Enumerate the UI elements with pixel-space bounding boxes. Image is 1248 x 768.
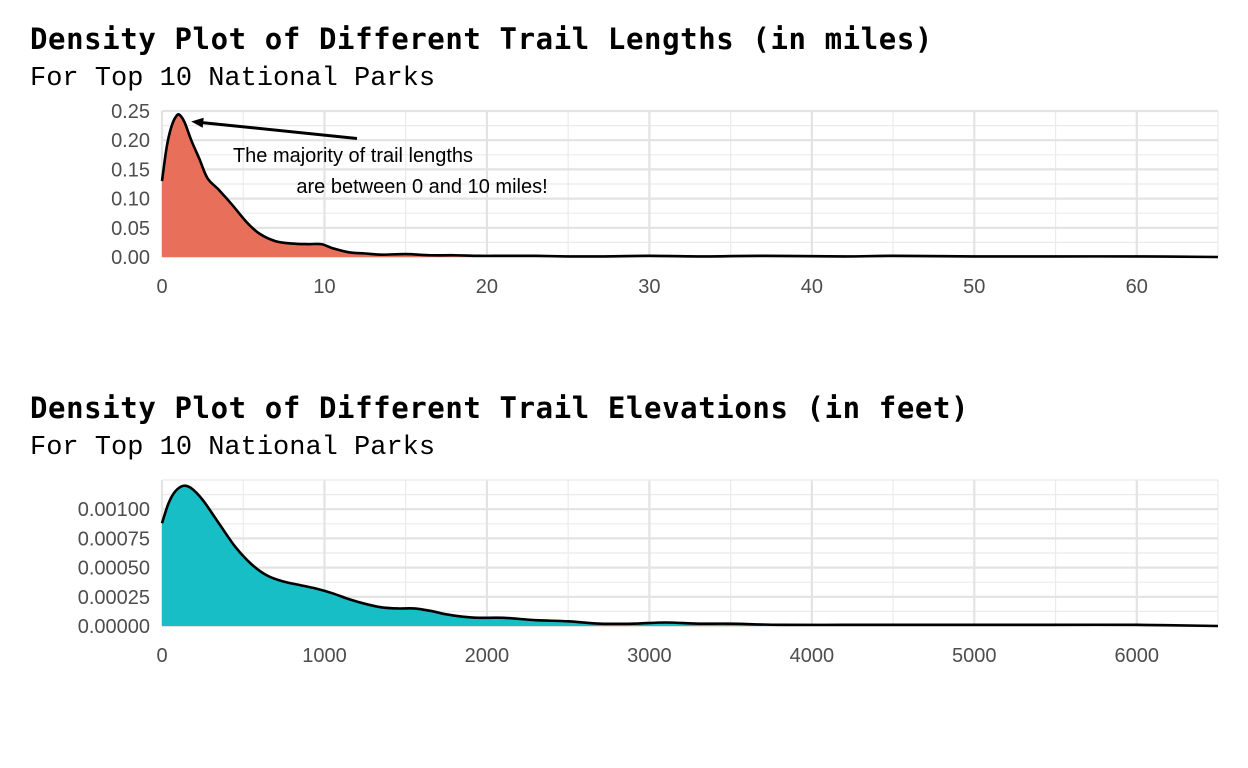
chart1-xtick-label: 0 — [156, 276, 167, 298]
chart1-group: 0 10 20 30 40 50 60 0.00 0.05 0.10 0.15 0.20 0.25 The… — [111, 101, 1219, 298]
chart1-ytick-label: 0.00 — [111, 247, 150, 269]
chart2-ytick-label: 0.00025 — [78, 587, 150, 609]
chart1-title: Density Plot of Different Trail Lengths … — [30, 22, 933, 56]
chart2-ytick-label: 0.00050 — [78, 558, 150, 580]
chart2-xtick-label: 0 — [156, 645, 167, 667]
chart2-xtick-label: 2000 — [465, 645, 510, 667]
chart2-xtick-label: 6000 — [1115, 645, 1160, 667]
chart2-subtitle: For Top 10 National Parks — [30, 433, 436, 463]
chart2-xtick-label: 3000 — [627, 645, 672, 667]
chart2-xtick-label: 1000 — [302, 645, 347, 667]
chart1-ytick-label: 0.10 — [111, 189, 150, 211]
annotation-text-line-2: are between 0 and 10 miles! — [296, 176, 547, 198]
chart1-ytick-label: 0.15 — [111, 159, 150, 181]
annotation-arrow-line — [197, 120, 358, 140]
chart1-density-line — [160, 112, 1219, 259]
chart1-xtick-label: 10 — [313, 276, 335, 298]
chart2-ytick-label: 0.00075 — [78, 528, 150, 550]
annotation-arrowhead — [191, 117, 204, 128]
chart2-ytick-label: 0.00100 — [78, 499, 150, 521]
chart2-density-area — [162, 485, 1218, 626]
chart1-density-area — [162, 114, 1218, 257]
chart2-ytick-label: 0.00000 — [78, 616, 150, 638]
chart1-xtick-label: 60 — [1126, 276, 1148, 298]
chart2-xtick-label: 5000 — [952, 645, 997, 667]
chart1-xtick-label: 20 — [476, 276, 498, 298]
chart2-density-line — [160, 484, 1219, 628]
chart1-ytick-label: 0.25 — [111, 101, 150, 123]
chart2-xtick-label: 4000 — [790, 645, 835, 667]
annotation-text-line-1: The majority of trail lengths — [233, 145, 473, 167]
chart1-xtick-label: 40 — [801, 276, 823, 298]
chart1-subtitle: For Top 10 National Parks — [30, 64, 436, 94]
chart2-title: Density Plot of Different Trail Elevatio… — [30, 391, 970, 425]
chart1-ytick-label: 0.20 — [111, 130, 150, 152]
chart1-ytick-label: 0.05 — [111, 218, 150, 240]
chart2-group: 0 1000 2000 3000 4000 5000 6000 0.00000 0.00025 0… — [78, 479, 1219, 667]
chart1-xtick-label: 30 — [638, 276, 660, 298]
chart1-xtick-label: 50 — [963, 276, 985, 298]
